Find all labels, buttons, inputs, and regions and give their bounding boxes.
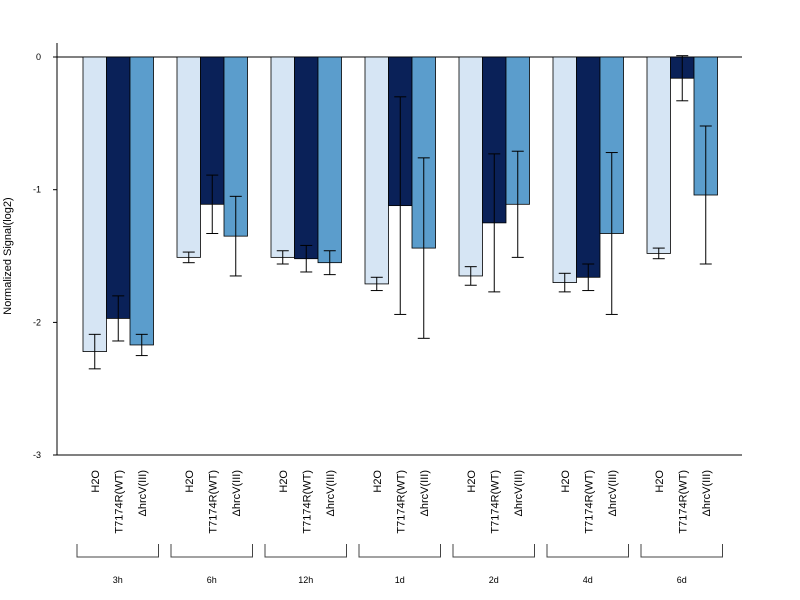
category-label: T7174R(WT) [677, 470, 689, 534]
category-label: T7174R(WT) [583, 470, 595, 534]
category-label: ΔhrcV(III) [513, 470, 525, 516]
group-bracket [452, 544, 535, 558]
group-label: 6h [207, 575, 217, 585]
y-tick-label: -2 [33, 317, 41, 327]
category-label: ΔhrcV(III) [231, 470, 243, 516]
group-bracket [264, 544, 347, 558]
category-label: H2O [372, 470, 384, 493]
group-label: 1d [395, 575, 405, 585]
bar [176, 56, 201, 258]
group-bracket [170, 544, 253, 558]
category-label: H2O [278, 470, 290, 493]
y-tick-label: 0 [36, 52, 41, 62]
bar [458, 56, 483, 277]
group-bracket [358, 544, 441, 558]
category-label: T7174R(WT) [207, 470, 219, 534]
group-bracket [546, 544, 629, 558]
category-label: ΔhrcV(III) [137, 470, 149, 516]
category-label: T7174R(WT) [395, 470, 407, 534]
category-label: H2O [654, 470, 666, 493]
group-label: 4d [583, 575, 593, 585]
category-label: H2O [184, 470, 196, 493]
category-label: ΔhrcV(III) [419, 470, 431, 516]
bar [576, 56, 601, 278]
group-bracket [640, 544, 723, 558]
category-label: T7174R(WT) [489, 470, 501, 534]
bar [270, 56, 295, 258]
bar [82, 56, 107, 352]
category-label: H2O [466, 470, 478, 493]
group-label: 3h [113, 575, 123, 585]
bar [294, 56, 319, 260]
y-tick-label: -1 [33, 185, 41, 195]
bar [646, 56, 671, 254]
category-label: H2O [560, 470, 572, 493]
bar [552, 56, 577, 283]
bar [129, 56, 154, 346]
category-label: ΔhrcV(III) [607, 470, 619, 516]
y-axis-label: Normalized Signal(log2) [2, 197, 14, 314]
group-label: 2d [489, 575, 499, 585]
bar [317, 56, 342, 264]
category-label: ΔhrcV(III) [325, 470, 337, 516]
category-label: H2O [90, 470, 102, 493]
bar [106, 56, 131, 319]
y-tick-label: -3 [33, 450, 41, 460]
group-label: 6d [677, 575, 687, 585]
bar [364, 56, 389, 285]
category-label: T7174R(WT) [113, 470, 125, 534]
category-label: ΔhrcV(III) [701, 470, 713, 516]
group-bracket [76, 544, 159, 558]
category-label: T7174R(WT) [301, 470, 313, 534]
plot-area: 0 -1 -2 -3 H2O T7174R(WT) ΔhrcV(III) 3h H2O T7174… [33, 43, 742, 585]
group-label: 12h [298, 575, 313, 585]
